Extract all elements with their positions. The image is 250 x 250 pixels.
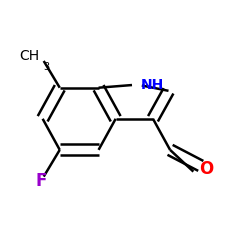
Text: O: O	[199, 160, 213, 178]
Text: CH: CH	[20, 49, 40, 63]
Text: F: F	[36, 172, 47, 190]
Text: NH: NH	[140, 78, 164, 92]
Text: 3: 3	[44, 62, 50, 72]
